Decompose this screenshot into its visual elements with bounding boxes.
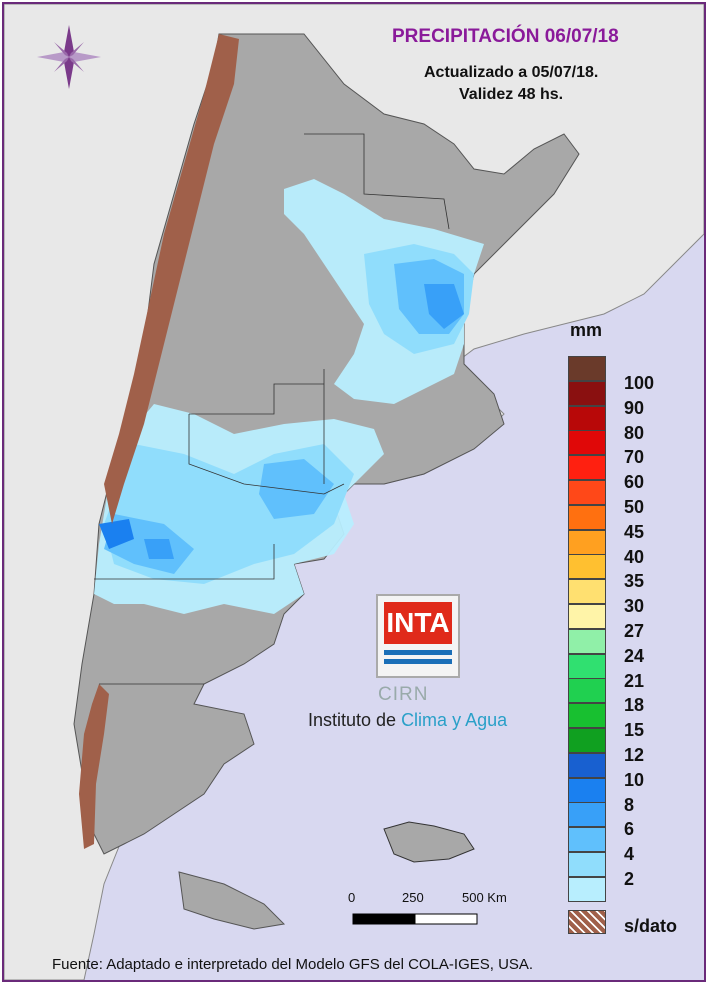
legend-label: 45 (624, 521, 645, 542)
inta-logo-text: INTA (384, 602, 452, 644)
cirn-logo-text: CIRN (378, 684, 429, 705)
validity-text: Validez 48 hs. (459, 86, 564, 103)
legend-label: 80 (624, 422, 645, 443)
legend-label: 70 (624, 447, 645, 468)
legend-label: 30 (624, 596, 645, 617)
scale-bar (352, 913, 478, 925)
precip-6mm-south (259, 459, 334, 519)
legend-swatch (568, 802, 606, 828)
legend-swatch (568, 579, 606, 605)
no-data-swatch (568, 910, 606, 934)
legend-label: 35 (624, 571, 645, 592)
legend-swatch (568, 455, 606, 481)
legend-label: 6 (624, 819, 635, 840)
legend-label: 15 (624, 720, 645, 741)
source-footer: Fuente: Adaptado e interpretado del Mode… (52, 956, 534, 973)
legend-swatch (568, 876, 606, 902)
legend-label: 90 (624, 397, 645, 418)
legend-swatch (568, 480, 606, 505)
compass-rose-icon (37, 25, 101, 89)
province-borders (94, 133, 450, 685)
legend-label: 10 (624, 769, 645, 790)
legend-swatch (568, 653, 606, 679)
legend-label: 24 (624, 645, 645, 666)
legend-label: 18 (624, 695, 645, 716)
legend-swatch (568, 504, 606, 530)
legend-label: 4 (624, 844, 635, 865)
legend-swatch (568, 554, 606, 580)
legend-label: 60 (624, 472, 645, 493)
legend-swatch (568, 678, 606, 704)
legend-label: 40 (624, 546, 645, 567)
legend-swatch (568, 852, 606, 877)
inta-logo: INTA (376, 594, 460, 678)
legend-label: 27 (624, 621, 645, 641)
legend-swatch (568, 827, 606, 853)
legend-label: 2 (624, 869, 635, 889)
legend-label: 50 (624, 497, 645, 517)
scale-label-500: 500 Km (462, 890, 507, 905)
precip-8mm-north (424, 284, 464, 329)
legend-swatch (568, 628, 606, 654)
legend-swatch (568, 604, 606, 629)
legend-label: 8 (624, 794, 635, 815)
legend-label: 12 (624, 745, 645, 765)
legend-swatch (568, 728, 606, 753)
legend-swatch (568, 529, 606, 555)
precip-8mm-centre (144, 539, 174, 559)
scale-label-250: 250 (402, 890, 424, 905)
legend-swatch (568, 430, 606, 456)
legend-swatch (568, 380, 606, 406)
malvinas-islands (383, 821, 475, 863)
legend-label: 100 (624, 373, 655, 393)
no-data-andes-north (104, 34, 239, 524)
legend-swatch (568, 405, 606, 431)
updated-date: Actualizado a 05/07/18. (424, 64, 599, 81)
legend-swatch (568, 356, 606, 381)
map-canvas (4, 4, 704, 980)
tierra-del-fuego (178, 871, 286, 930)
institute-name: Instituto de Clima y Agua (308, 710, 508, 730)
legend-swatch (568, 752, 606, 778)
map-title: PRECIPITACIÓN 06/07/18 (392, 26, 619, 47)
no-data-andes-south (79, 684, 109, 849)
legend-swatch (568, 777, 606, 803)
legend-label: 21 (624, 670, 645, 691)
legend-unit: mm (570, 320, 603, 340)
precip-8mm-west (99, 519, 134, 549)
scale-label-0: 0 (348, 890, 356, 905)
no-data-label: s/dato (624, 916, 678, 936)
legend-swatch (568, 703, 606, 729)
